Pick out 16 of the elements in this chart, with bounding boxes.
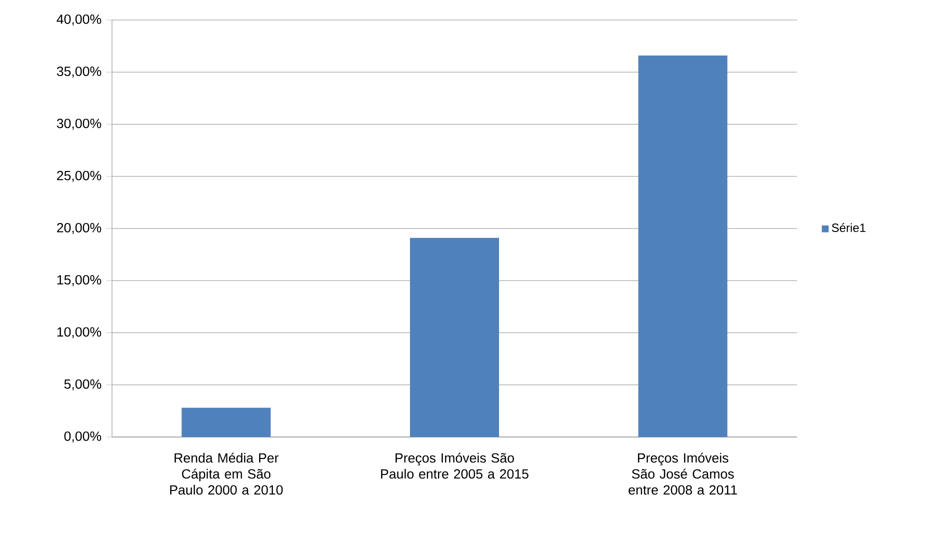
y-tick-label: 10,00% <box>57 327 102 338</box>
bar <box>410 238 500 437</box>
x-tick-label: Preços Imóveis São Paulo entre 2005 a 2015 <box>381 452 528 479</box>
y-tick-label: 25,00% <box>57 170 102 182</box>
legend-label: Série1 <box>832 223 866 232</box>
y-tick-label: 15,00% <box>57 275 102 286</box>
y-tick-label: 5,00% <box>64 379 102 390</box>
x-tick-label: Preços Imóveis São José Camos entre 2008 a 2011 <box>628 452 737 495</box>
y-tick-label: 30,00% <box>56 118 102 130</box>
x-tick-label: Renda Média Per Cápita em São Paulo 2000 a 2010 <box>170 452 283 495</box>
bar <box>638 55 728 437</box>
y-tick-label: 35,00% <box>56 66 102 78</box>
bar <box>182 408 271 437</box>
y-tick-label: 20,00% <box>57 222 102 234</box>
y-tick-label: 40,00% <box>56 14 102 26</box>
y-tick-label: 0,00% <box>64 431 102 442</box>
